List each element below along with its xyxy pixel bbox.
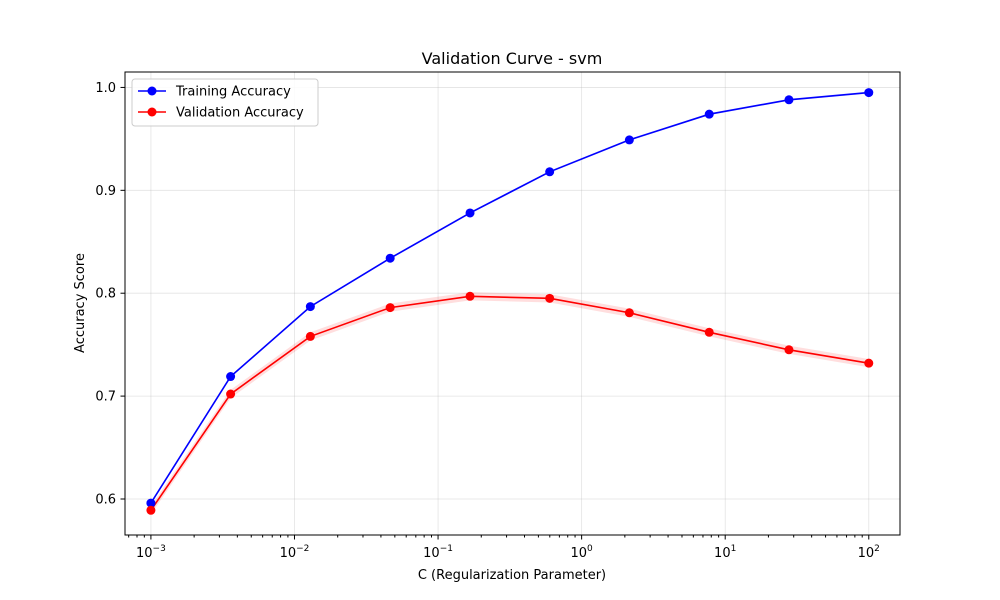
grid-lines	[125, 72, 900, 535]
y-tick-label: 1.0	[95, 81, 116, 96]
confidence-bands	[150, 91, 869, 515]
x-axis-label: C (Regularization Parameter)	[418, 568, 606, 583]
series-line-1	[150, 295, 869, 511]
x-tick-label: 100	[570, 544, 593, 561]
series-point-0	[864, 88, 874, 98]
series-point-0	[465, 208, 475, 218]
series-point-1	[545, 293, 555, 303]
series-point-0	[624, 135, 634, 145]
legend: Training Accuracy Validation Accuracy	[131, 78, 319, 127]
legend-label-validation: Validation Accuracy	[176, 106, 304, 121]
series-lines	[150, 91, 869, 511]
legend-marker-validation	[147, 107, 157, 117]
legend-box	[131, 78, 319, 127]
x-tick-label: 10−3	[136, 544, 166, 561]
x-tick-label: 102	[858, 544, 880, 561]
y-tick-label: 0.9	[95, 184, 116, 199]
y-axis-label: Accuracy Score	[73, 253, 88, 353]
series-points	[146, 88, 874, 515]
x-tick-label: 10−1	[423, 544, 453, 561]
plot-frame	[124, 71, 901, 536]
series-line-0	[150, 91, 869, 504]
x-axis-ticks: 10−3 10−2 10−1 100 101 102	[128, 535, 880, 561]
x-tick-label: 10−2	[280, 544, 310, 561]
y-tick-label: 0.6	[95, 492, 116, 507]
series-point-1	[385, 303, 395, 313]
series-point-1	[704, 327, 714, 337]
series-point-0	[704, 109, 714, 119]
legend-label-training: Training Accuracy	[175, 85, 291, 100]
chart-title: Validation Curve - svm	[422, 49, 603, 68]
series-point-0	[545, 167, 555, 177]
series-point-0	[226, 372, 236, 382]
x-tick-label: 101	[714, 544, 736, 561]
series-point-1	[305, 331, 315, 341]
series-point-1	[784, 345, 794, 355]
y-tick-label: 0.7	[95, 390, 116, 405]
legend-marker-training	[147, 86, 157, 96]
series-point-1	[864, 358, 874, 368]
series-point-1	[465, 291, 475, 301]
series-point-0	[784, 95, 794, 105]
series-point-1	[624, 308, 634, 318]
series-point-0	[305, 302, 315, 312]
series-point-0	[385, 253, 395, 263]
series-point-1	[146, 505, 156, 515]
series-point-1	[226, 389, 236, 399]
series-band-1	[150, 292, 869, 515]
y-axis-ticks: 0.6 0.7 0.8 0.9 1.0	[95, 81, 125, 507]
series-point-0	[146, 498, 156, 508]
y-tick-label: 0.8	[95, 287, 116, 302]
